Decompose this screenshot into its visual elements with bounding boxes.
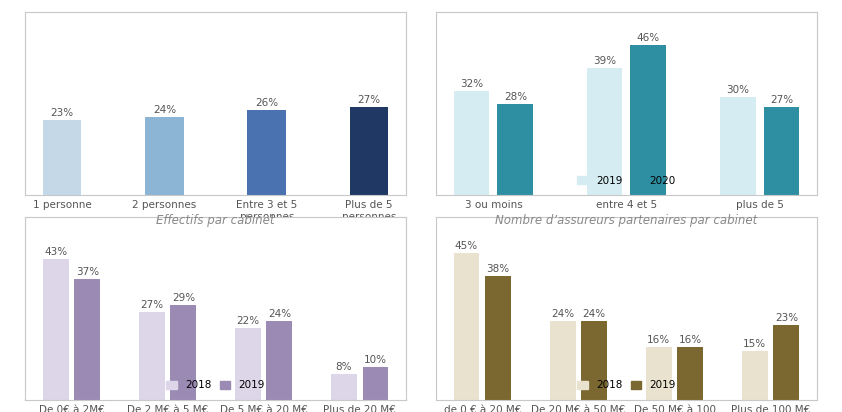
Bar — [498, 104, 533, 195]
Bar — [235, 328, 261, 400]
Text: 27%: 27% — [140, 300, 163, 309]
Bar — [454, 91, 489, 195]
Text: 30%: 30% — [726, 85, 749, 95]
Bar — [720, 97, 755, 195]
Bar — [454, 253, 479, 400]
Bar — [363, 367, 388, 400]
Text: 28%: 28% — [504, 92, 527, 102]
Legend: 2019, 2020: 2019, 2020 — [573, 171, 679, 190]
Legend: 2018, 2019: 2018, 2019 — [162, 376, 269, 394]
Text: 23%: 23% — [51, 108, 73, 118]
Bar — [764, 107, 799, 195]
Text: 26%: 26% — [255, 98, 278, 108]
Bar — [678, 347, 703, 400]
Bar — [349, 107, 388, 195]
Text: 15%: 15% — [743, 339, 766, 349]
Bar — [331, 374, 357, 400]
Text: 46%: 46% — [637, 33, 660, 43]
Text: 29%: 29% — [172, 293, 195, 303]
Text: Effectifs par cabinet: Effectifs par cabinet — [157, 213, 274, 227]
Bar — [43, 120, 82, 195]
Bar — [587, 68, 622, 195]
Text: 38%: 38% — [487, 264, 509, 274]
Text: 22%: 22% — [236, 316, 259, 326]
Text: 10%: 10% — [364, 355, 387, 365]
Text: 24%: 24% — [551, 309, 574, 319]
Text: 8%: 8% — [336, 362, 352, 372]
Text: 37%: 37% — [76, 267, 99, 277]
Bar — [74, 279, 100, 400]
Text: 39%: 39% — [593, 56, 616, 66]
Bar — [646, 347, 672, 400]
Text: 23%: 23% — [775, 313, 798, 323]
Text: 27%: 27% — [770, 95, 793, 105]
Bar — [631, 45, 666, 195]
Bar — [248, 110, 286, 195]
Text: 24%: 24% — [268, 309, 291, 319]
Bar — [550, 321, 576, 400]
Text: 16%: 16% — [647, 335, 670, 346]
Bar — [774, 325, 799, 400]
Text: 24%: 24% — [152, 105, 176, 115]
Bar — [742, 351, 768, 400]
Text: 24%: 24% — [583, 309, 606, 319]
Bar — [145, 117, 184, 195]
Text: 32%: 32% — [460, 79, 483, 89]
Text: 16%: 16% — [679, 335, 702, 346]
Text: Nombre d’assureurs partenaires par cabinet: Nombre d’assureurs partenaires par cabin… — [495, 213, 758, 227]
Bar — [581, 321, 607, 400]
Bar — [266, 321, 292, 400]
Bar — [139, 311, 164, 400]
Bar — [43, 260, 68, 400]
Bar — [485, 276, 511, 400]
Legend: 2018, 2019: 2018, 2019 — [573, 376, 680, 394]
Text: 43%: 43% — [44, 248, 67, 258]
Text: 27%: 27% — [358, 95, 381, 105]
Bar — [170, 305, 196, 400]
Text: 45%: 45% — [455, 241, 478, 251]
